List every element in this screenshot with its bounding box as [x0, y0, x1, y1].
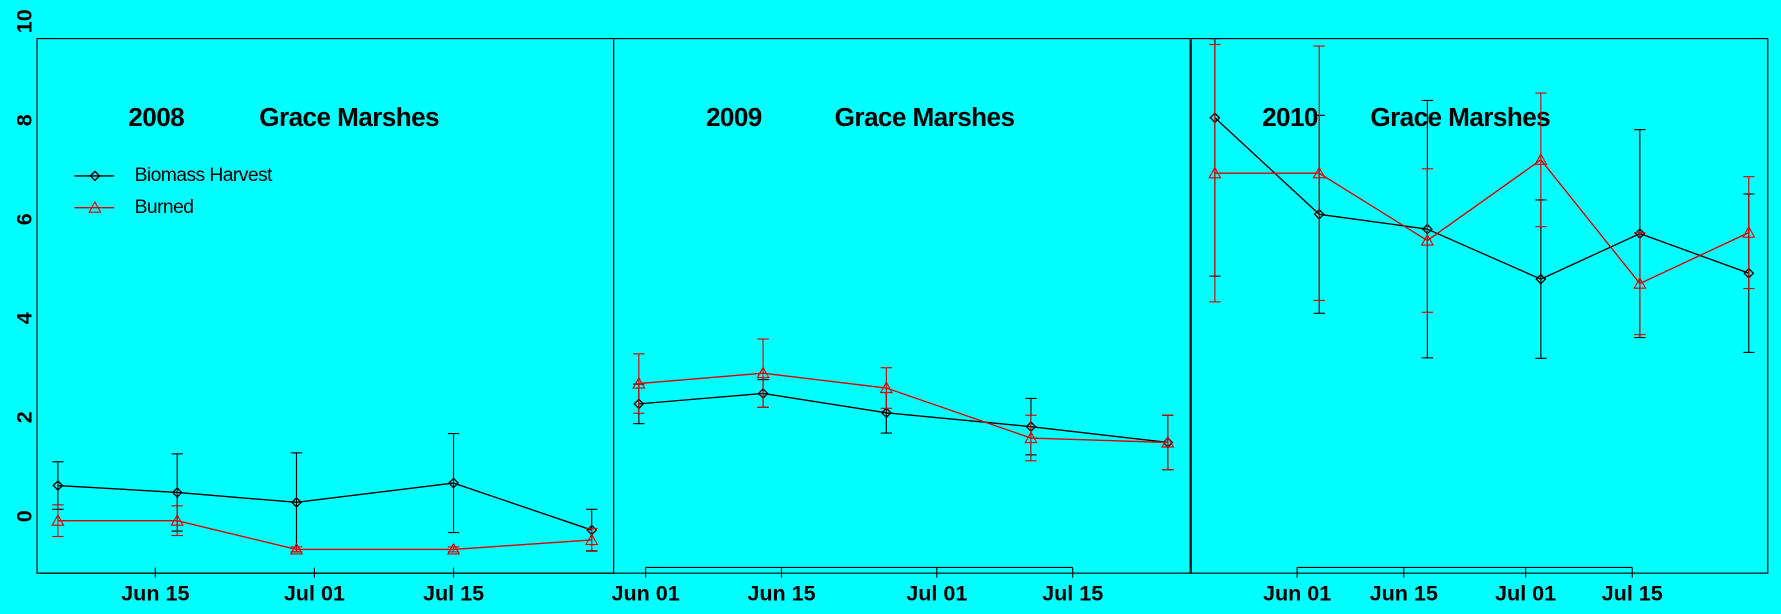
y-tick-label: 0	[11, 510, 36, 522]
error-bar	[447, 432, 460, 534]
marker	[1742, 225, 1756, 238]
error-bar	[1535, 92, 1547, 228]
error-bar	[1209, 43, 1221, 303]
marker	[290, 496, 302, 508]
marker	[1312, 166, 1326, 179]
legend-label: Burned	[135, 197, 194, 218]
error-bar	[52, 504, 64, 538]
plot-frame	[1190, 38, 1769, 574]
marker	[1161, 435, 1175, 448]
marker	[448, 477, 460, 489]
x-tick-label: Jul 15	[423, 580, 484, 605]
marker	[1420, 233, 1434, 246]
series-line	[638, 372, 1168, 444]
marker	[1535, 273, 1547, 285]
y-tick-label: 10	[11, 9, 36, 33]
x-tick-label: Jul 15	[1602, 580, 1663, 605]
error-bar	[757, 338, 769, 408]
marker	[89, 170, 101, 182]
y-tick-label: 8	[11, 114, 36, 126]
series-line	[1214, 117, 1749, 280]
marker	[170, 513, 184, 526]
marker	[51, 513, 65, 526]
series-line	[57, 519, 592, 551]
x-tick-label: Jun 15	[121, 580, 189, 605]
marker	[880, 407, 892, 419]
y-tick-label: 2	[11, 411, 36, 423]
marker	[88, 200, 102, 213]
marker	[446, 542, 461, 555]
marker	[1534, 153, 1548, 165]
series-line	[57, 482, 592, 531]
error-bar	[171, 505, 183, 537]
error-bar	[1162, 414, 1174, 471]
error-bar	[1025, 414, 1037, 462]
marker	[171, 486, 183, 498]
marker	[756, 366, 770, 379]
x-tick-label: Jun 15	[747, 580, 815, 605]
marker	[52, 480, 64, 492]
error-bar	[1421, 168, 1434, 313]
marker	[585, 533, 599, 546]
series-line	[638, 392, 1168, 444]
marker	[632, 376, 646, 389]
x-tick-label: Jun 01	[611, 580, 679, 605]
plot-frame	[613, 38, 1191, 574]
x-tick-label: Jul 01	[1495, 580, 1556, 605]
panel-subtitle: Grace Marshes	[1370, 102, 1550, 132]
series-line	[1214, 158, 1750, 285]
legend-label: Biomass Harvest	[135, 165, 273, 186]
error-bar	[633, 353, 645, 414]
y-tick-label: 6	[11, 213, 36, 225]
panel-title: 2010	[1262, 102, 1318, 132]
error-bar	[586, 528, 598, 552]
x-tick-label: Jul 15	[1042, 580, 1103, 605]
error-bar	[447, 546, 460, 553]
marker	[879, 381, 893, 394]
error-bar	[1313, 45, 1325, 301]
error-bar	[880, 367, 892, 409]
marker	[1024, 431, 1038, 444]
y-tick-label: 4	[11, 312, 36, 324]
error-bar	[1743, 176, 1755, 290]
error-bar	[290, 546, 303, 553]
panel-subtitle: Grace Marshes	[835, 102, 1015, 132]
marker	[289, 542, 304, 555]
panel-subtitle: Grace Marshes	[259, 102, 439, 132]
error-bar	[1634, 232, 1646, 336]
panel-title: 2009	[706, 102, 762, 132]
marker	[1633, 276, 1647, 289]
x-tick-label: Jul 01	[906, 580, 967, 605]
marker	[1208, 166, 1222, 179]
panel-title: 2008	[128, 102, 184, 132]
x-tick-label: Jul 01	[284, 580, 345, 605]
x-tick-label: Jun 15	[1370, 580, 1438, 605]
x-tick-label: Jun 01	[1263, 580, 1331, 605]
